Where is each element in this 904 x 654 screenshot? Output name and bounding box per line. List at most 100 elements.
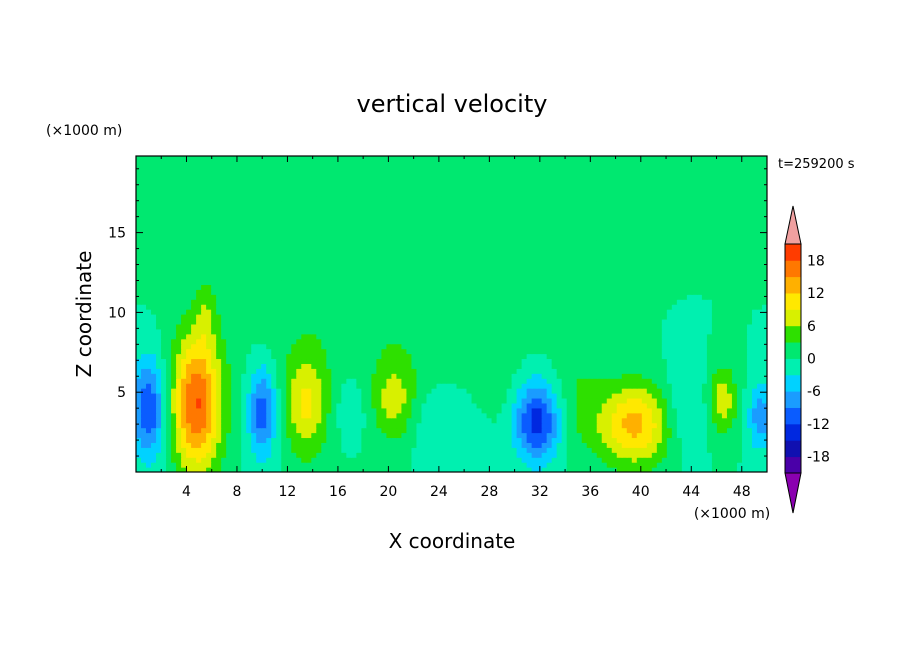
field-cell [676,393,683,399]
field-cell [306,323,312,330]
field-cell [241,318,247,325]
field-cell [601,284,608,290]
field-cell [716,422,723,429]
field-cell [356,279,362,285]
field-cell [571,299,578,305]
field-cell [316,333,322,340]
field-cell [346,417,352,424]
field-cell [256,412,262,419]
field-cell [196,378,202,384]
field-cell [721,338,728,345]
field-cell [426,442,433,448]
field-cell [206,323,212,330]
field-cell [546,462,553,468]
field-cell [751,279,758,285]
field-cell [506,368,513,374]
field-cell [421,432,428,439]
field-cell [321,348,327,355]
field-cell [476,358,483,364]
field-cell [461,462,468,468]
field-cell [436,279,443,285]
field-cell [166,378,172,384]
field-cell [161,289,167,295]
field-cell [741,304,748,310]
field-cell [461,457,468,463]
field-cell [231,388,237,394]
field-cell [716,289,723,295]
field-cell [406,328,413,335]
field-cell [311,309,317,315]
field-cell [241,289,247,295]
field-cell [711,422,718,429]
field-cell [746,397,753,404]
field-cell [691,442,698,448]
field-cell [616,309,623,315]
field-cell [611,279,618,285]
field-cell [501,467,508,472]
field-cell [141,299,147,305]
field-cell [146,353,152,360]
field-cell [301,318,307,325]
field-cell [136,304,142,310]
field-cell [301,417,307,424]
field-cell [356,353,362,360]
field-cell [691,279,698,285]
field-cell [521,388,528,394]
field-cell [241,437,247,443]
field-cell [476,274,483,281]
field-cell [746,383,753,389]
field-cell [361,402,367,409]
field-cell [696,437,703,443]
field-cell [161,338,167,345]
field-cell [266,314,272,320]
field-cell [286,427,292,434]
field-cell [161,388,167,394]
field-cell [431,309,438,315]
field-cell [416,338,423,345]
field-cell [386,452,393,458]
field-cell [491,328,498,335]
field-cell [581,462,588,468]
field-cell [531,338,538,345]
field-cell [296,363,302,369]
field-cell [546,368,553,374]
field-cell [556,412,563,419]
field-cell [481,402,488,409]
field-cell [426,437,433,443]
field-cell [616,294,623,300]
field-cell [401,397,408,404]
field-cell [481,378,488,384]
field-cell [731,309,738,315]
field-cell [736,462,743,468]
field-cell [631,393,638,399]
field-cell [136,363,142,369]
field-cell [591,417,598,424]
field-cell [436,422,443,429]
field-cell [496,363,503,369]
field-cell [296,328,302,335]
field-cell [651,447,658,453]
field-cell [141,432,147,439]
field-cell [301,314,307,320]
field-cell [546,412,553,419]
field-cell [416,363,423,369]
field-cell [576,358,583,364]
field-cell [686,427,693,434]
field-cell [686,373,693,379]
field-cell [636,462,643,468]
field-cell [486,333,493,340]
field-cell [151,348,157,355]
field-cell [271,407,277,414]
field-cell [691,457,698,463]
field-cell [221,467,227,472]
field-cell [616,427,623,434]
field-cell [301,304,307,310]
field-cell [601,353,608,360]
field-cell [711,447,718,453]
field-cell [311,373,317,379]
field-cell [201,393,207,399]
field-cell [511,388,518,394]
field-cell [421,402,428,409]
field-cell [651,358,658,364]
field-cell [166,358,172,364]
